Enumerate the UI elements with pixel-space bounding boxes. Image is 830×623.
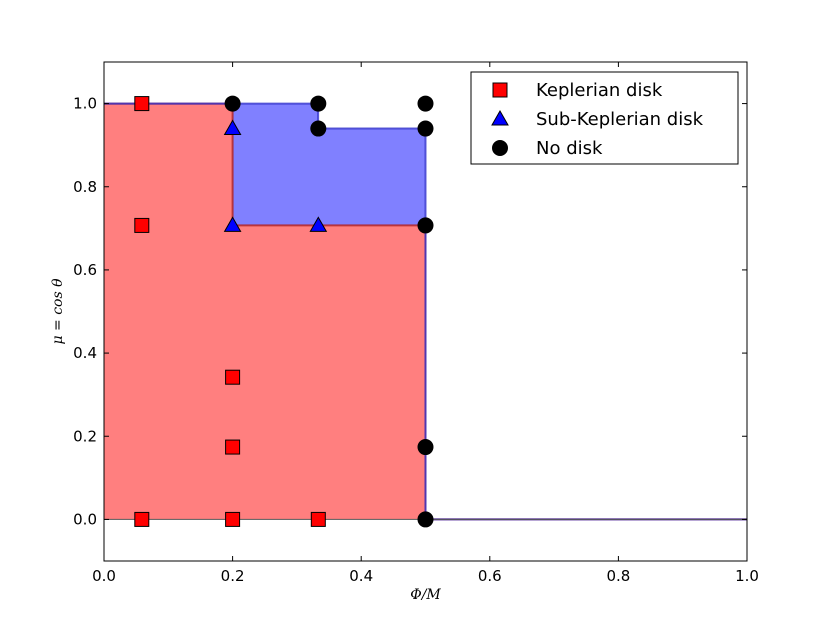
point-triangle-1-0 [223,119,242,136]
legend: Keplerian disk Sub-Keplerian disk No disk [470,71,739,165]
point-circle-2-6 [417,439,434,456]
legend-box [470,71,739,165]
tick-layer: 0.0 0.2 0.4 0.6 0.8 1.0 0.0 0.2 0.4 0.6 0.8 1.0 [73,62,759,585]
x-tick-label: 0.2 [221,567,245,585]
legend-entries: Keplerian disk Sub-Keplerian disk No disk [491,80,704,159]
y-axis-title: μ = cos θ [50,278,66,345]
point-circle-2-3 [417,95,434,112]
point-square-0-5 [225,511,241,527]
point-circle-2-7 [417,511,434,528]
point-circle-2-4 [417,120,434,137]
point-square-0-6 [310,511,326,527]
legend-label-1: Sub-Keplerian disk [536,109,704,130]
x-tick-label: 0.4 [349,567,373,585]
legend-label-2: No disk [536,138,603,159]
point-circle-2-2 [310,120,327,137]
legend-marker-1 [491,109,509,126]
y-tick-label: 0.0 [73,510,97,528]
point-circle-2-5 [417,217,434,234]
x-tick-label: 0.8 [606,567,630,585]
point-square-0-2 [134,511,150,527]
point-circle-2-1 [310,95,327,112]
point-triangle-1-1 [223,216,242,232]
x-tick-label: 1.0 [735,567,759,585]
plot-frame [103,61,748,562]
point-square-0-1 [134,217,150,233]
point-square-0-0 [134,96,150,112]
point-circle-2-0 [224,95,241,112]
legend-label-0: Keplerian disk [536,80,663,101]
y-tick-label: 0.6 [73,261,97,279]
y-tick-label: 0.2 [73,427,97,445]
point-square-0-4 [225,439,241,455]
x-tick-label: 0.6 [478,567,502,585]
y-tick-label: 0.8 [73,178,97,196]
legend-marker-2 [492,140,508,156]
data-point-layer [134,95,434,528]
x-tick-label: 0.0 [92,567,116,585]
y-tick-label: 1.0 [73,95,97,113]
point-triangle-1-2 [309,216,328,232]
point-square-0-3 [225,369,241,385]
legend-marker-0 [492,82,508,98]
y-tick-label: 0.4 [73,344,97,362]
x-axis-title: Φ/M [410,587,441,603]
